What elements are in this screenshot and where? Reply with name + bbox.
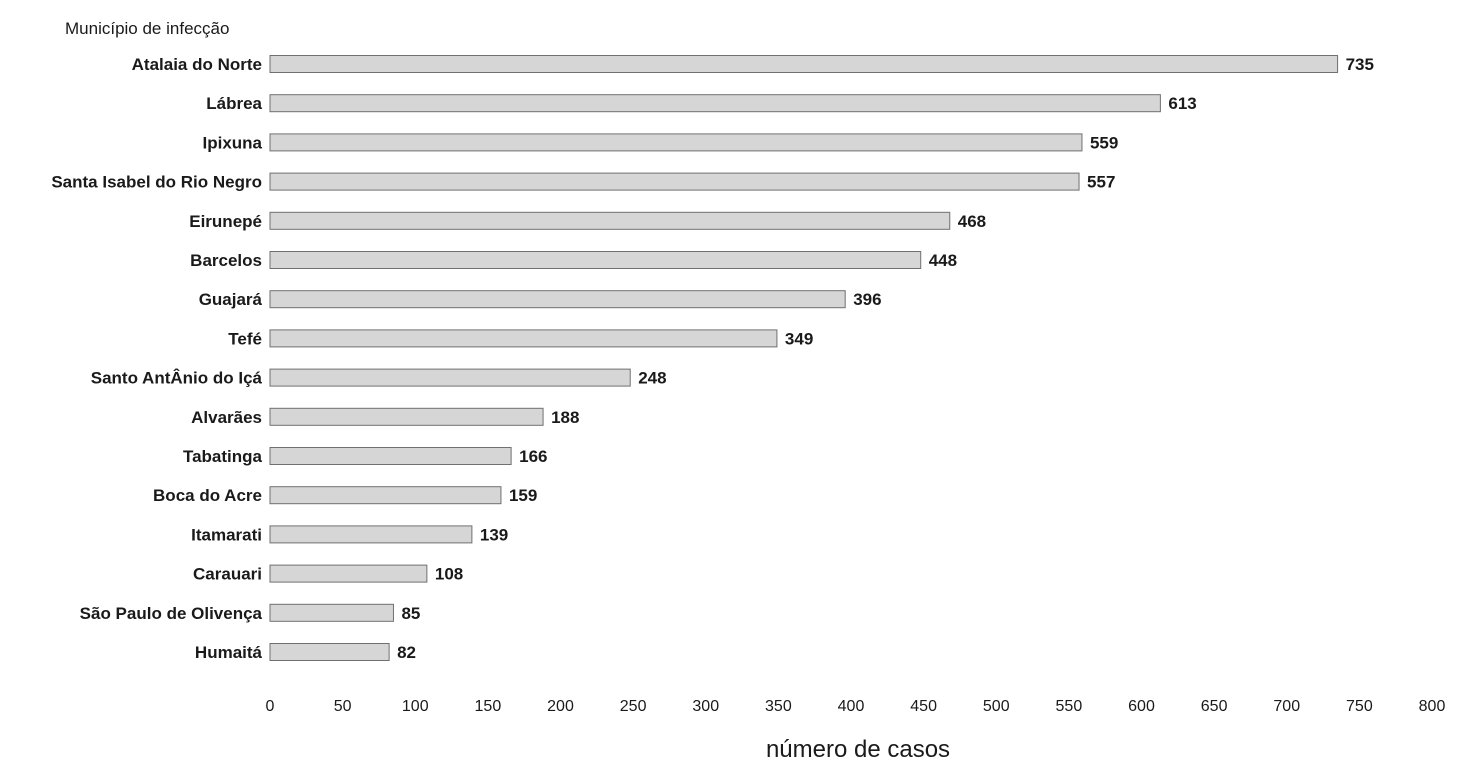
x-tick-label: 600 bbox=[1128, 698, 1155, 715]
value-label: 448 bbox=[929, 251, 957, 270]
category-label: Tabatinga bbox=[183, 447, 263, 466]
x-tick-label: 550 bbox=[1056, 698, 1083, 715]
value-label: 559 bbox=[1090, 133, 1118, 152]
y-axis-title: Município de infecção bbox=[65, 19, 229, 38]
category-label: Tefé bbox=[228, 329, 262, 348]
bars-layer bbox=[269, 55, 1339, 661]
x-tick-label: 800 bbox=[1419, 698, 1446, 715]
category-label: Humaitá bbox=[195, 643, 263, 662]
value-label: 248 bbox=[638, 369, 666, 388]
value-label: 108 bbox=[435, 565, 463, 584]
bar bbox=[269, 564, 428, 583]
value-label: 396 bbox=[853, 290, 881, 309]
x-tick-label: 650 bbox=[1201, 698, 1228, 715]
value-label: 557 bbox=[1087, 173, 1115, 192]
category-labels: Atalaia do Norte Lábrea Ipixuna Santa Isabe… bbox=[51, 55, 262, 662]
value-label: 735 bbox=[1346, 55, 1374, 74]
category-label: São Paulo de Olivença bbox=[80, 604, 263, 623]
bar bbox=[269, 643, 390, 661]
bar bbox=[269, 55, 1339, 73]
category-label: Boca do Acre bbox=[153, 486, 262, 505]
category-label: Eirunepé bbox=[189, 212, 262, 231]
value-label: 166 bbox=[519, 447, 547, 466]
value-label: 82 bbox=[397, 643, 416, 662]
x-tick-label: 0 bbox=[266, 698, 275, 715]
value-label: 159 bbox=[509, 486, 537, 505]
bar bbox=[269, 603, 394, 622]
value-label: 139 bbox=[480, 525, 508, 544]
x-tick-label: 700 bbox=[1273, 698, 1300, 715]
category-label: Ipixuna bbox=[202, 133, 262, 152]
x-tick-label: 350 bbox=[765, 698, 792, 715]
value-label: 85 bbox=[401, 604, 420, 623]
category-label: Carauari bbox=[193, 565, 262, 584]
category-label: Lábrea bbox=[206, 94, 262, 113]
x-tick-label: 500 bbox=[983, 698, 1010, 715]
bar bbox=[269, 486, 502, 505]
value-labels: 735 613 559 557 468 448 396 349 248 188 166 159 139 1… bbox=[397, 55, 1374, 662]
category-label: Santo AntÂnio do Içá bbox=[91, 369, 263, 388]
bar bbox=[269, 133, 1083, 152]
x-tick-label: 250 bbox=[620, 698, 647, 715]
category-label: Guajará bbox=[199, 290, 263, 309]
x-tick-label: 300 bbox=[692, 698, 719, 715]
value-label: 468 bbox=[958, 212, 986, 231]
x-axis-ticks: 0 50 100 150 200 250 300 350 400 450 500 550 600 650 7… bbox=[266, 698, 1446, 715]
bar bbox=[269, 172, 1080, 191]
value-label: 349 bbox=[785, 329, 813, 348]
bar bbox=[269, 407, 544, 426]
x-tick-label: 200 bbox=[547, 698, 574, 715]
x-tick-label: 150 bbox=[475, 698, 502, 715]
bar bbox=[269, 251, 922, 269]
bar bbox=[269, 368, 631, 387]
bar bbox=[269, 447, 512, 465]
category-label: Itamarati bbox=[191, 525, 262, 544]
value-label: 188 bbox=[551, 408, 579, 427]
bar bbox=[269, 290, 846, 309]
bar bbox=[269, 211, 951, 230]
category-label: Atalaia do Norte bbox=[132, 55, 262, 74]
x-axis-title: número de casos bbox=[766, 736, 950, 763]
bar bbox=[269, 329, 778, 348]
value-label: 613 bbox=[1168, 94, 1196, 113]
category-label: Barcelos bbox=[190, 251, 262, 270]
x-tick-label: 400 bbox=[838, 698, 865, 715]
x-tick-label: 50 bbox=[334, 698, 352, 715]
x-tick-label: 100 bbox=[402, 698, 429, 715]
bar bbox=[269, 525, 473, 544]
category-label: Santa Isabel do Rio Negro bbox=[51, 173, 262, 192]
bar bbox=[269, 94, 1161, 113]
x-tick-label: 750 bbox=[1346, 698, 1373, 715]
x-tick-label: 450 bbox=[910, 698, 937, 715]
category-label: Alvarães bbox=[191, 408, 262, 427]
